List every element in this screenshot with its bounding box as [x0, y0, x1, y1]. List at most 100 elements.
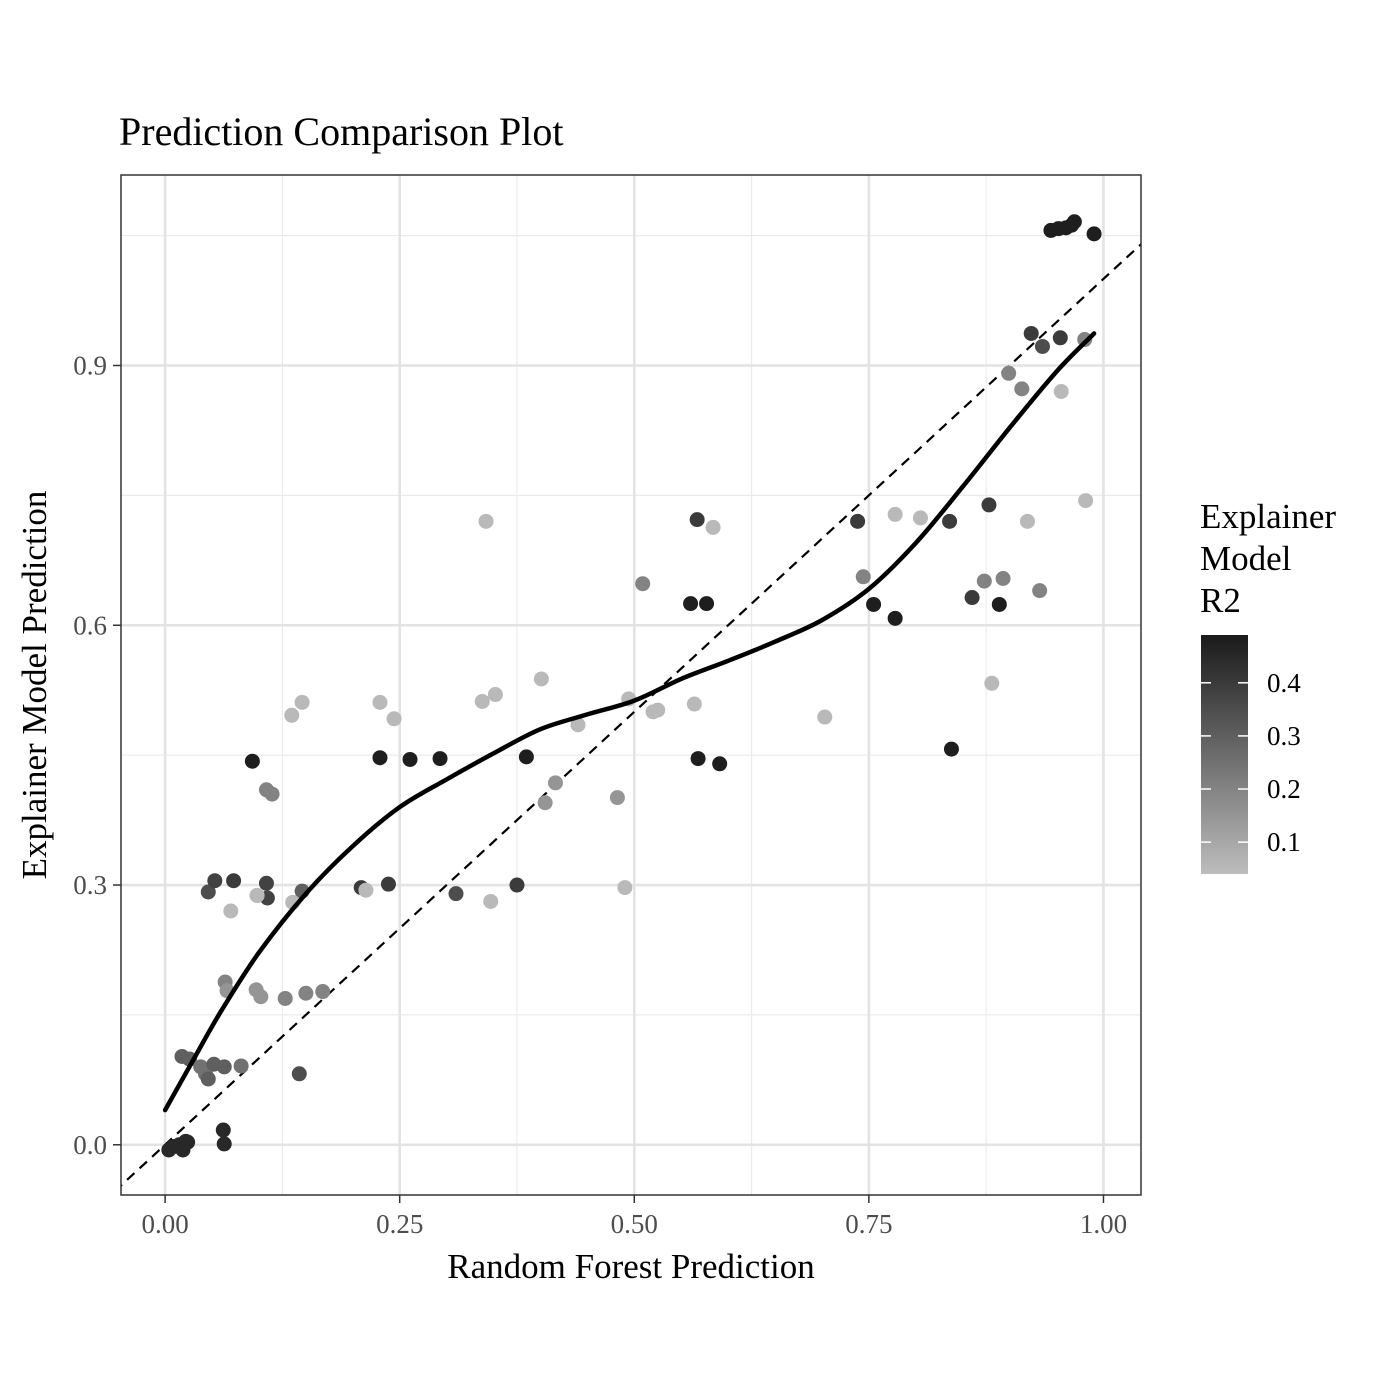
data-point — [1019, 513, 1035, 529]
data-point — [690, 751, 706, 767]
legend-tick-label: 0.3 — [1267, 721, 1301, 751]
data-point — [689, 512, 705, 528]
x-tick-label: 0.00 — [141, 1209, 188, 1239]
data-point — [478, 513, 494, 529]
data-point — [402, 751, 418, 767]
data-point — [1086, 226, 1102, 242]
legend-tick-label: 0.2 — [1267, 774, 1301, 804]
data-point — [358, 882, 374, 898]
data-point — [683, 596, 699, 612]
data-point — [533, 671, 549, 687]
data-point — [291, 1066, 307, 1082]
data-point — [372, 694, 388, 710]
data-point — [216, 1059, 232, 1075]
x-tick-label: 0.50 — [611, 1209, 658, 1239]
data-point — [294, 694, 310, 710]
data-point — [635, 576, 651, 592]
data-point — [284, 707, 300, 723]
data-point — [866, 596, 882, 612]
data-point — [570, 717, 586, 733]
plot-panel-background — [121, 175, 1141, 1195]
data-point — [981, 497, 997, 513]
data-point — [253, 989, 269, 1005]
data-point — [1023, 325, 1039, 341]
data-point — [817, 709, 833, 725]
data-point — [537, 795, 553, 811]
data-point — [887, 610, 903, 626]
data-point — [650, 702, 666, 718]
smooth-fit-line — [162, 331, 1097, 1113]
data-point — [483, 893, 499, 909]
data-point — [1034, 338, 1050, 354]
data-point — [855, 569, 871, 585]
x-tick-label: 1.00 — [1080, 1209, 1127, 1239]
data-point — [298, 985, 314, 1001]
data-point — [699, 596, 715, 612]
data-point — [609, 790, 625, 806]
data-point — [887, 506, 903, 522]
data-point — [215, 1122, 231, 1138]
legend-tick-label: 0.1 — [1267, 827, 1301, 857]
data-point — [964, 590, 980, 606]
data-point — [705, 519, 721, 535]
data-point — [1014, 381, 1030, 397]
data-point — [850, 513, 866, 529]
data-point — [226, 873, 242, 889]
x-tick-label: 0.25 — [376, 1209, 423, 1239]
data-point — [991, 596, 1007, 612]
chart-title: Prediction Comparison Plot — [119, 109, 563, 154]
y-axis: 0.0 0.3 0.6 0.9 — [73, 350, 121, 1160]
y-axis-title: Explainer Model Prediction — [15, 491, 54, 880]
y-tick-label: 0.0 — [73, 1130, 107, 1160]
data-point — [995, 570, 1011, 586]
data-point — [547, 775, 563, 791]
data-point — [617, 880, 633, 896]
y-tick-label: 0.3 — [73, 870, 107, 900]
data-point — [518, 749, 534, 765]
reference-line — [121, 242, 1141, 1187]
data-point — [432, 751, 448, 767]
data-point — [386, 711, 402, 727]
data-point — [315, 984, 331, 1000]
points-layer — [161, 214, 1102, 1158]
data-point — [1053, 383, 1069, 399]
data-point — [1052, 330, 1068, 346]
plot-panel-border — [120, 174, 1142, 1196]
x-tick-label: 0.75 — [845, 1209, 892, 1239]
data-point — [1066, 214, 1082, 230]
data-point — [207, 873, 223, 889]
x-axis: 0.00 0.25 0.50 0.75 1.00 — [141, 1195, 1127, 1239]
data-point — [1001, 365, 1017, 381]
data-point — [448, 886, 464, 902]
data-point — [943, 741, 959, 757]
x-axis-title: Random Forest Prediction — [447, 1247, 814, 1286]
data-point — [487, 687, 503, 703]
data-point — [249, 887, 265, 903]
data-point — [216, 1136, 232, 1152]
data-point — [233, 1058, 249, 1074]
y-tick-label: 0.6 — [73, 610, 107, 640]
data-point — [200, 884, 216, 900]
y-tick-label: 0.9 — [73, 350, 107, 380]
reference-line-layer — [121, 242, 1141, 1187]
data-point — [200, 1071, 216, 1087]
data-point — [984, 675, 1000, 691]
legend-colorbar — [1201, 635, 1248, 874]
data-point — [380, 876, 396, 892]
data-point — [1032, 583, 1048, 599]
data-point — [942, 513, 958, 529]
legend-title-line-1: Explainer — [1200, 497, 1336, 536]
data-point — [712, 756, 728, 772]
data-point — [1078, 493, 1094, 509]
smooth-line-layer — [162, 331, 1097, 1113]
data-point — [372, 750, 388, 766]
data-point — [258, 875, 274, 891]
legend-title-line-2: Model — [1200, 539, 1292, 578]
legend-title-line-3: R2 — [1200, 581, 1241, 620]
data-point — [244, 753, 260, 769]
data-point — [223, 903, 239, 919]
legend-tick-label: 0.4 — [1267, 668, 1301, 698]
data-point — [686, 696, 702, 712]
data-point — [912, 510, 928, 526]
